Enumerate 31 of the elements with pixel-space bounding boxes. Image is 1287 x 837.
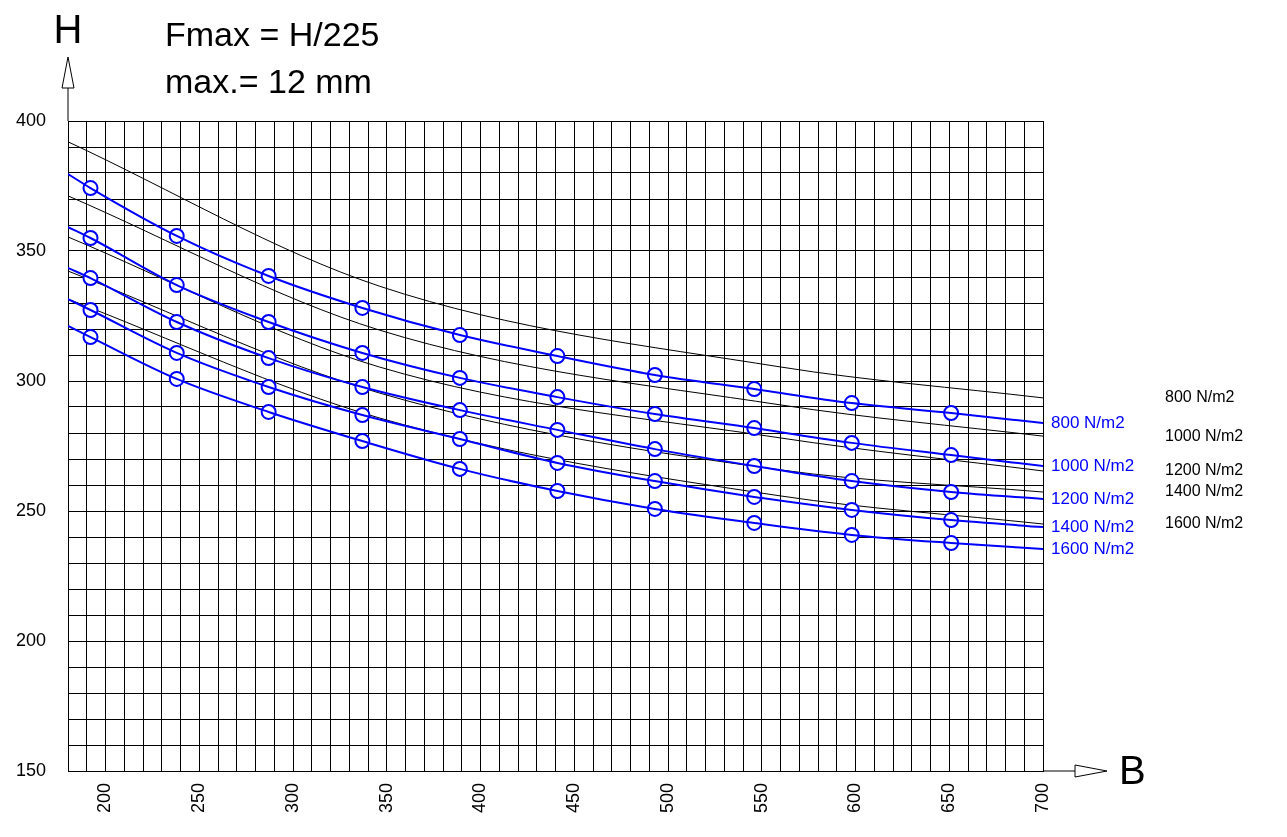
y-tick-label: 350 <box>15 239 46 260</box>
text: 1600 N/m2 <box>1165 514 1244 532</box>
x-tick-label: 200 <box>94 783 115 814</box>
x-tick-label: 250 <box>188 783 209 814</box>
y-tick-label: 150 <box>15 759 46 780</box>
y-tick-label: 300 <box>15 369 46 390</box>
text: 1400 N/m2 <box>1165 482 1244 500</box>
series-label: 800 N/m2 <box>1051 412 1125 432</box>
x-tick-label: 650 <box>938 783 959 814</box>
x-tick-label: 300 <box>281 783 302 814</box>
x-tick-label: 700 <box>1031 783 1052 814</box>
chart-title: Fmax = H/225 <box>165 15 380 53</box>
x-axis-title: B <box>1119 748 1146 793</box>
x-tick-label: 500 <box>656 783 677 814</box>
x-tick-label: 350 <box>375 783 396 814</box>
chart-subtitle: max.= 12 mm <box>165 62 372 100</box>
x-tick-label: 400 <box>469 783 490 814</box>
x-tick-label: 600 <box>844 783 865 814</box>
y-axis-title: H <box>53 7 83 51</box>
series-label: 1200 N/m2 <box>1051 488 1135 508</box>
text: 1000 N/m2 <box>1165 426 1244 444</box>
series-label: 1600 N/m2 <box>1051 538 1135 558</box>
x-tick-label: 550 <box>750 783 771 814</box>
text: 800 N/m2 <box>1165 388 1235 406</box>
text: 1200 N/m2 <box>1165 461 1244 479</box>
y-tick-label: 200 <box>15 629 46 650</box>
x-tick-label: 450 <box>563 783 584 814</box>
y-tick-label: 400 <box>15 109 46 130</box>
series-label: 1000 N/m2 <box>1051 455 1135 475</box>
y-tick-label: 250 <box>15 499 46 520</box>
series-label: 1400 N/m2 <box>1051 516 1135 536</box>
